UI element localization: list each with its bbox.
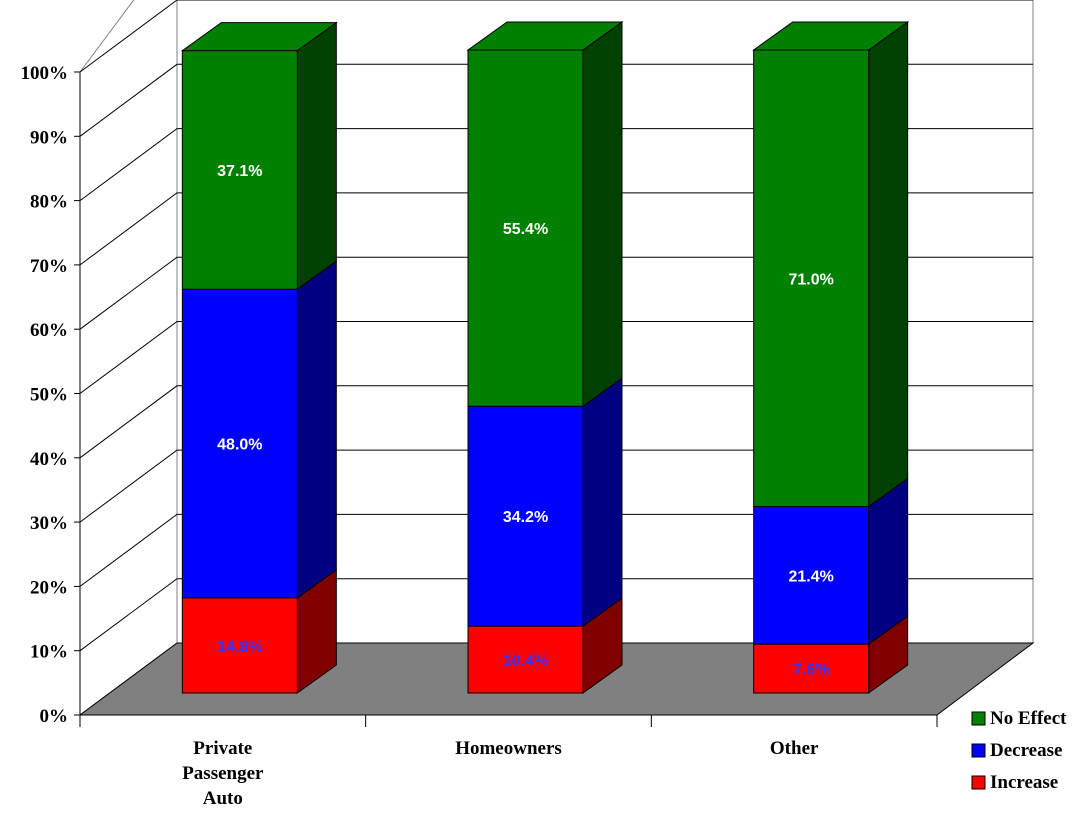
y-tick-label: 60% — [30, 320, 68, 341]
y-tick-label: 40% — [30, 449, 68, 470]
category-label-private-passenger-auto: Private — [193, 738, 252, 759]
decrease-bar-private-passenger-auto — [181, 288, 298, 599]
y-tick-label: 100% — [21, 63, 69, 84]
y-tick-label: 0% — [40, 706, 69, 727]
y-tick-label: 80% — [30, 192, 68, 213]
no-effect-bar-other-side — [868, 21, 909, 508]
legend-swatch-no-effect — [971, 711, 986, 726]
axes: 0% 10% 20% 30% 40% 50% 60% 70% 80% 90% 100% Private… — [21, 63, 938, 809]
data-labels: 14.8% 48.0% 37.1% 10.4% 34.2% 55.4% 7.6% 21.4% 7… — [217, 163, 834, 679]
category-label-private-passenger-auto: Auto — [203, 788, 243, 809]
data-label-increase-bar-other: 7.6% — [793, 662, 829, 679]
no-effect-bar-homeowners-side — [582, 21, 623, 408]
gridline — [79, 256, 1033, 330]
y-tick-label: 90% — [30, 127, 68, 148]
gridline — [79, 128, 1033, 202]
legend-swatch-increase — [971, 775, 986, 790]
decrease-bar-other-side — [868, 477, 909, 646]
no-effect-bar-other — [753, 49, 870, 508]
y-tick-label: 10% — [30, 642, 68, 663]
gridline — [79, 321, 1033, 394]
data-label-increase-bar-private-passenger-auto: 14.8% — [217, 638, 262, 655]
data-label-increase-bar-homeowners: 10.4% — [503, 653, 548, 670]
data-label-decrease-bar-other: 21.4% — [788, 568, 833, 585]
decrease-bar-homeowners — [467, 405, 584, 627]
data-label-no-effect-bar-other: 71.0% — [788, 271, 833, 288]
gridline — [79, 449, 1033, 523]
gridline — [79, 513, 1033, 587]
back-wall-outline — [1032, 0, 1034, 643]
y-tick-label: 30% — [30, 513, 68, 534]
bar-top-other — [752, 21, 910, 51]
increase-bar-private-passenger-auto — [181, 597, 298, 694]
bar-top-private-passenger-auto — [180, 22, 338, 52]
no-effect-bar-homeowners — [467, 49, 584, 407]
y-tick-label: 50% — [30, 385, 68, 406]
category-label-homeowners: Homeowners — [455, 738, 562, 759]
bar-top-homeowners — [466, 21, 624, 51]
gridlines — [79, 0, 1033, 652]
legend-label-decrease: Decrease — [990, 740, 1062, 761]
left-wall-top-edge — [79, 0, 135, 73]
legend: No Effect Decrease Increase — [971, 708, 1067, 793]
data-label-no-effect-bar-private-passenger-auto: 37.1% — [217, 163, 262, 180]
no-effect-bar-private-passenger-auto — [181, 50, 298, 290]
decrease-bar-private-passenger-auto-side — [296, 260, 337, 599]
category-label-other: Other — [770, 738, 819, 759]
y-tick-label: 70% — [30, 256, 68, 277]
legend-label-increase: Increase — [990, 772, 1058, 793]
increase-bar-homeowners — [467, 625, 584, 694]
gridline — [79, 578, 1033, 652]
gridline — [79, 385, 1033, 459]
bars — [180, 21, 910, 694]
no-effect-bar-private-passenger-auto-side — [296, 21, 337, 291]
legend-label-no-effect: No Effect — [990, 708, 1067, 729]
gridline — [79, 63, 1033, 137]
data-label-decrease-bar-homeowners: 34.2% — [503, 509, 548, 526]
decrease-bar-other — [753, 506, 870, 645]
legend-swatch-decrease — [971, 743, 986, 758]
data-label-no-effect-bar-homeowners: 55.4% — [503, 221, 548, 238]
decrease-bar-homeowners-side — [582, 377, 623, 628]
data-label-decrease-bar-private-passenger-auto: 48.0% — [217, 437, 262, 454]
gridline — [79, 0, 1033, 73]
category-label-private-passenger-auto: Passenger — [182, 763, 264, 784]
increase-bar-other — [753, 643, 870, 694]
gridline — [79, 192, 1033, 266]
y-tick-label: 20% — [30, 577, 68, 598]
